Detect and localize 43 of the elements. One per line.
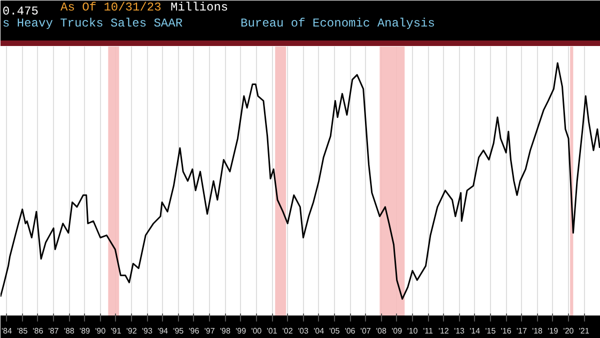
- x-tick-label: '89: [80, 326, 91, 336]
- x-tick-label: '12: [438, 326, 450, 336]
- x-tick-label: '93: [142, 326, 153, 336]
- x-tick-label: '20: [563, 326, 574, 336]
- chart-title: s Heavy Trucks Sales SAAR: [2, 16, 183, 30]
- text: As Of 10/31/23: [60, 0, 162, 14]
- text: Millions: [170, 0, 228, 14]
- x-tick-label: '04: [314, 326, 325, 336]
- x-tick-label: '15: [485, 326, 496, 336]
- x-tick-label: '96: [188, 326, 200, 336]
- x-tick-label: '01: [266, 326, 278, 336]
- x-tick-label: '11: [423, 326, 434, 336]
- text: 0.475: [2, 4, 39, 18]
- x-tick-label: '97: [204, 326, 216, 336]
- x-tick-label: '09: [392, 326, 403, 336]
- x-tick-label: '18: [532, 326, 544, 336]
- x-tick-label: '87: [48, 326, 60, 336]
- x-tick-label: '00: [251, 326, 262, 336]
- x-tick-label: '08: [376, 326, 388, 336]
- x-tick-label: '95: [173, 326, 184, 336]
- x-tick-label: '99: [236, 326, 247, 336]
- x-tick-label: '84: [2, 326, 13, 336]
- chart-subtitle: Bureau of Economic Analysis: [240, 16, 435, 30]
- x-tick-label: '17: [516, 326, 528, 336]
- x-tick-label: '06: [344, 326, 356, 336]
- x-tick-label: '91: [110, 326, 122, 336]
- x-tick-label: '98: [220, 326, 231, 336]
- x-tick-label: '85: [17, 326, 28, 336]
- x-tick-label: '94: [158, 326, 169, 336]
- x-tick-label: '19: [548, 326, 559, 336]
- x-tick-label: '16: [500, 326, 512, 336]
- x-tick-label: '92: [126, 326, 138, 336]
- x-tick-label: '14: [470, 326, 481, 336]
- x-tick-label: '13: [454, 326, 466, 336]
- x-tick-label: '05: [329, 326, 340, 336]
- x-tick-label: '86: [32, 326, 44, 336]
- x-tick-label: '10: [407, 326, 418, 336]
- x-tick-label: '90: [95, 326, 106, 336]
- x-tick-label: '07: [360, 326, 372, 336]
- x-tick-label: '03: [298, 326, 309, 336]
- x-tick-label: '88: [64, 326, 75, 336]
- x-tick-label: '21: [578, 326, 590, 336]
- x-tick-label: '02: [282, 326, 294, 336]
